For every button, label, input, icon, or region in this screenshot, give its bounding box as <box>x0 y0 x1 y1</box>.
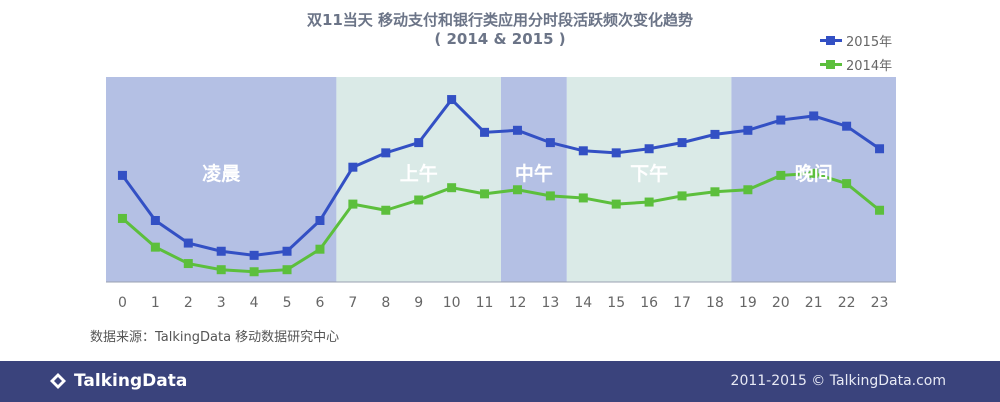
x-tick-label: 2 <box>184 295 193 311</box>
data-point <box>512 185 522 195</box>
data-point <box>282 246 292 256</box>
period-band-2 <box>501 77 567 282</box>
data-point <box>315 216 325 225</box>
x-tick-label: 4 <box>250 295 259 311</box>
data-point <box>117 213 127 223</box>
data-point <box>710 129 720 139</box>
data-point <box>249 250 259 260</box>
x-tick-label: 5 <box>283 295 292 311</box>
x-tick-label: 17 <box>673 295 691 311</box>
data-point <box>842 121 852 131</box>
data-point <box>150 242 160 252</box>
x-tick-label: 14 <box>574 295 592 311</box>
data-point <box>776 170 786 180</box>
data-point <box>545 138 555 148</box>
x-tick-label: 23 <box>871 295 889 311</box>
data-point <box>875 144 885 154</box>
x-tick-label: 20 <box>772 295 790 311</box>
data-point <box>512 125 522 135</box>
x-tick-label: 18 <box>706 295 724 311</box>
data-point <box>809 111 819 121</box>
x-tick-label: 3 <box>217 295 226 311</box>
chart-title: 双11当天 移动支付和银行类应用分时段活跃频次变化趋势 <box>306 11 694 29</box>
data-point <box>447 183 457 193</box>
period-label: 凌晨 <box>202 162 241 185</box>
chart-subtitle: ( 2014 & 2015 ) <box>434 30 566 48</box>
period-band-4 <box>731 77 896 282</box>
data-point <box>578 193 588 203</box>
series-line-0 <box>121 97 881 257</box>
legend-line-icon <box>820 60 842 69</box>
data-point <box>414 138 424 148</box>
legend-line-icon <box>820 36 842 45</box>
data-point <box>480 189 490 199</box>
data-point <box>315 244 325 254</box>
data-point <box>447 95 457 105</box>
x-tick-label: 13 <box>541 295 559 311</box>
period-label: 晚间 <box>795 162 833 185</box>
data-point <box>677 191 687 201</box>
data-point <box>183 259 193 269</box>
x-tick-label: 7 <box>348 295 357 311</box>
series-line-1 <box>121 171 881 274</box>
data-point <box>743 125 753 135</box>
x-tick-label: 11 <box>476 295 494 311</box>
data-point <box>611 199 621 209</box>
x-tick-label: 6 <box>315 295 324 311</box>
x-tick-label: 1 <box>151 295 160 311</box>
brand-name: TalkingData <box>74 371 188 391</box>
data-point <box>348 199 358 209</box>
period-band-3 <box>566 77 732 282</box>
copyright-text: 2011-2015 © TalkingData.com <box>730 373 946 389</box>
data-point <box>644 144 654 154</box>
x-tick-label: 19 <box>739 295 757 311</box>
talkingdata-logo-icon <box>50 373 66 389</box>
data-point <box>282 265 292 275</box>
data-point <box>677 138 687 148</box>
x-tick-label: 10 <box>443 295 461 311</box>
data-point <box>216 246 226 256</box>
period-label: 下午 <box>630 162 668 185</box>
legend-item-2014[interactable]: 2014年 <box>820 55 892 74</box>
data-point <box>776 115 786 125</box>
data-point <box>545 191 555 201</box>
data-point <box>743 185 753 195</box>
data-point <box>150 216 160 225</box>
data-point <box>611 148 621 158</box>
data-source: 数据来源：TalkingData 移动数据研究中心 <box>90 330 340 345</box>
data-point <box>183 238 193 248</box>
data-point <box>809 168 819 178</box>
data-point <box>381 205 391 215</box>
footer-bar: TalkingData 2011-2015 © TalkingData.com <box>0 361 1000 402</box>
data-point <box>875 205 885 215</box>
period-label: 中午 <box>515 162 553 185</box>
x-tick-label: 12 <box>509 295 527 311</box>
legend-label-2014: 2014年 <box>846 59 893 74</box>
x-tick-label: 8 <box>381 295 390 311</box>
period-band-1 <box>336 77 501 282</box>
data-point <box>381 148 391 158</box>
data-point <box>710 187 720 197</box>
x-tick-label: 21 <box>805 295 823 311</box>
data-point <box>842 179 852 189</box>
brand-logo[interactable]: TalkingData <box>48 371 187 391</box>
data-point <box>414 195 424 205</box>
data-point <box>348 162 358 172</box>
x-tick-label: 9 <box>414 295 423 311</box>
legend-label-2015: 2015年 <box>846 35 893 50</box>
line-chart: 0 1 2 3 4 5 6 7 8 9 10 11 12 13 14 15 16 17 18 19 20 21 22 23凌晨… <box>106 77 896 311</box>
data-point <box>578 146 588 156</box>
x-tick-label: 22 <box>838 295 856 311</box>
legend-item-2015[interactable]: 2015年 <box>820 31 892 50</box>
period-label: 上午 <box>400 162 438 185</box>
x-tick-label: 16 <box>640 295 658 311</box>
x-tick-label: 0 <box>118 295 127 311</box>
data-point <box>644 197 654 207</box>
data-point <box>216 265 226 275</box>
data-point <box>480 127 490 137</box>
x-tick-label: 15 <box>607 295 625 311</box>
data-point <box>117 170 127 180</box>
data-point <box>249 267 259 277</box>
